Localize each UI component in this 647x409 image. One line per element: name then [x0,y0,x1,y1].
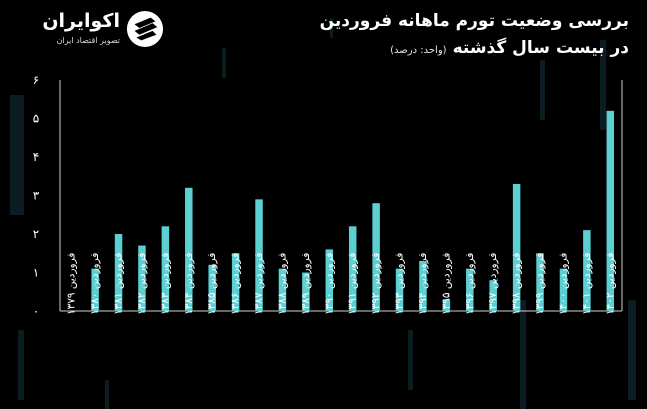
bar-21 [559,268,568,311]
x-tick-label-20: فروردین ۱۳۹۹ [534,253,546,315]
bar-18 [489,280,497,311]
bar-12 [348,226,357,311]
background-candle-4 [600,40,606,130]
bar-2 [114,234,123,311]
bar-16 [442,299,451,311]
background-candle-1 [222,48,226,78]
x-tick-label-22: فروردین ۱۴۰۱ [581,253,593,315]
y-tick-label-3: ۳ [33,189,40,203]
brand-name: اکوایران [42,10,120,32]
x-tick-label-6: فروردین ۱۳۸۵ [206,253,218,315]
y-tick-label-1: ۱ [33,266,39,280]
bar-3 [138,245,146,311]
chart-unit: (واحد: درصد) [390,45,447,56]
brand-logo: اکوایران تصویر اقتصاد ایران [14,8,164,54]
x-tick-label-21: فروردین ۱۴۰۰ [557,253,569,315]
bar-5 [185,187,193,311]
background-candle-8 [105,380,109,409]
x-tick-label-23: فروردین ۱۴۰۲ [604,253,616,315]
bar-7 [231,253,240,311]
x-tick-label-3: فروردین ۱۳۸۲ [136,253,148,315]
bar-20 [536,253,544,311]
bar-19 [512,183,521,311]
bar-9 [278,268,287,311]
x-tick-label-7: فروردین ۱۳۸۶ [230,253,242,315]
bar-6 [208,264,216,311]
x-tick-label-13: فروردین ۱۳۹۲ [370,253,382,315]
background-candle-2 [330,18,333,38]
chart-title-line1: بررسی وضعیت تورم ماهانه فروردین [319,11,629,31]
x-tick-label-17: فروردین ۱۳۹۶ [464,253,476,315]
background-candle-3 [540,60,545,120]
background-candle-9 [408,330,413,390]
x-tick-label-0: فروردین ۱۳۷۹ [66,253,78,315]
bar-4 [161,226,170,311]
x-tick-label-14: فروردین ۱۳۹۳ [394,253,406,315]
chart-title: بررسی وضعیت تورم ماهانه فروردین در بیست … [320,8,629,64]
x-tick-label-10: فروردین ۱۳۸۹ [300,253,312,315]
x-tick-label-16: فروردین ۱۳۹۵ [440,253,452,315]
y-tick-label-4: ۴ [33,150,39,164]
bar-10 [302,272,310,311]
x-tick-label-9: فروردین ۱۳۸۸ [276,253,288,315]
y-tick-label-6: ۶ [33,73,39,87]
x-tick-label-5: فروردین ۱۳۸۴ [183,253,195,315]
x-tick-label-1: فروردین ۱۳۸۰ [89,253,101,315]
bar-17 [466,268,474,311]
background-candle-6 [520,300,526,409]
y-tick-label-5: ۵ [33,112,39,126]
x-tick-label-8: فروردین ۱۳۸۷ [253,253,265,315]
background-candle-5 [628,300,636,400]
bar-1 [91,268,99,311]
bar-13 [372,203,380,311]
background-candle-7 [18,330,24,400]
x-tick-label-12: فروردین ۱۳۹۱ [347,253,359,315]
x-tick-label-4: فروردین ۱۳۸۳ [159,253,171,315]
y-tick-label-0: ۰ [33,304,39,318]
x-tick-label-11: فروردین ۱۳۹۰ [323,253,335,315]
bar-14 [395,268,404,311]
x-tick-label-15: فروردین ۱۳۹۴ [417,253,429,315]
x-tick-label-19: فروردین ۱۳۹۸ [511,253,523,315]
chart-title-line2: در بیست سال گذشته [452,38,629,58]
y-tick-label-2: ۲ [33,227,39,241]
brand-mark-icon [126,10,164,48]
bar-22 [583,230,591,311]
bar-8 [255,199,263,311]
x-tick-label-18: فروردین ۱۳۹۷ [487,253,499,315]
bar-23 [606,110,615,311]
background-candle-0 [10,95,24,215]
brand-tagline: تصویر اقتصاد ایران [56,36,120,45]
bar-11 [325,249,334,311]
bar-15 [419,260,427,311]
x-tick-label-2: فروردین ۱۳۸۱ [113,253,125,315]
